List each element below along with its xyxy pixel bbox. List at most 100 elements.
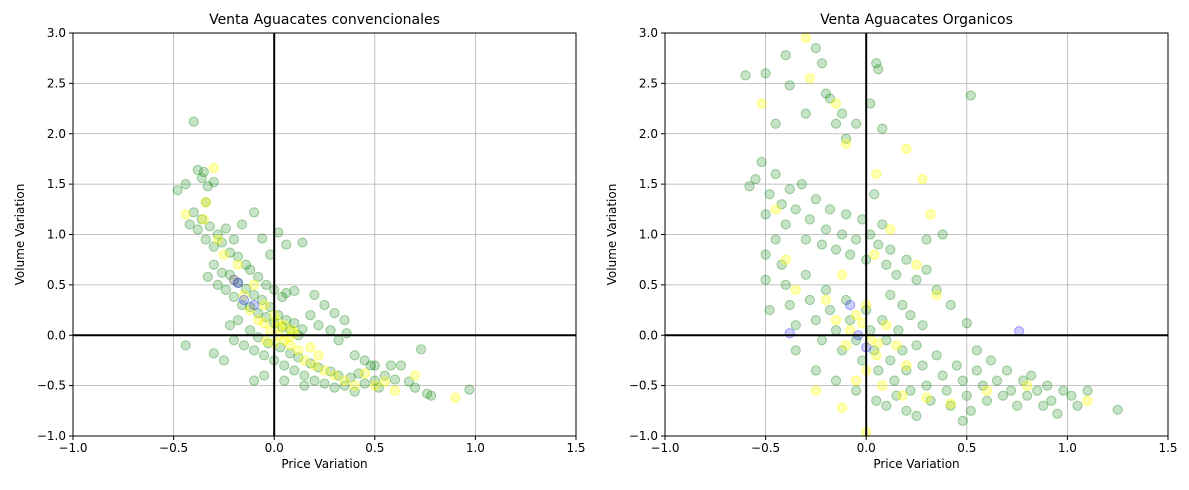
x-tick-label: 1.5 [1158, 441, 1177, 455]
data-point [945, 398, 956, 409]
data-point [279, 360, 290, 371]
data-point [897, 345, 908, 356]
data-point [208, 348, 219, 359]
data-point [208, 162, 219, 174]
data-point [385, 360, 396, 371]
data-point [1082, 395, 1093, 406]
data-point [750, 173, 761, 185]
data-point [313, 350, 324, 361]
data-point [379, 370, 390, 381]
data-point [1005, 385, 1017, 396]
data-point [341, 328, 352, 339]
data-point [810, 194, 822, 205]
data-point [228, 274, 240, 285]
data-point [836, 402, 848, 413]
data-point [851, 385, 862, 396]
data-point [911, 340, 922, 351]
data-point [977, 380, 988, 391]
data-point [259, 370, 270, 381]
data-point [776, 259, 787, 270]
data-point [339, 315, 350, 326]
data-point [275, 342, 286, 353]
data-point [824, 204, 836, 215]
y-tick-label: −0.5 [37, 379, 66, 393]
data-point [931, 289, 942, 301]
data-point [305, 310, 316, 321]
data-point [911, 274, 922, 285]
data-point [1032, 385, 1043, 396]
y-tick-label: 0.0 [639, 328, 658, 342]
y-tick-label: 2.0 [639, 127, 658, 141]
data-point [1072, 400, 1083, 411]
data-point [851, 375, 862, 386]
data-point [224, 320, 236, 331]
data-point [325, 325, 336, 336]
data-point [196, 172, 207, 184]
x-tick-label: 1.0 [466, 441, 485, 455]
x-axis-label: Price Variation [281, 457, 367, 471]
data-point [1018, 375, 1029, 386]
data-point [369, 375, 380, 386]
data-point [877, 123, 888, 134]
y-tick-label: 1.0 [47, 228, 66, 242]
data-point [297, 324, 308, 335]
data-point [836, 345, 848, 356]
data-point [800, 108, 811, 119]
y-tick-label: −1.0 [37, 429, 66, 443]
data-point [941, 385, 952, 396]
data-point [200, 197, 211, 208]
data-point [921, 380, 932, 391]
chart-title: Venta Aguacates convencionales [209, 12, 440, 28]
data-point [790, 345, 801, 356]
data-point [804, 294, 815, 306]
data-point [228, 335, 240, 346]
data-point [202, 181, 213, 192]
data-point [271, 316, 282, 327]
data-point [790, 284, 801, 296]
data-point [985, 355, 997, 366]
data-point [845, 249, 856, 260]
chart-organic: −1.0 −0.5 0.0 0.5 1.0 1.5 −1.0 −0.5 0.0 0.5 1.0 1.5… [605, 12, 1178, 471]
data-point [776, 199, 787, 210]
data-point [790, 204, 801, 215]
data-point [1046, 395, 1057, 406]
data-point [232, 277, 244, 288]
data-point [871, 395, 882, 406]
data-point [981, 385, 993, 396]
data-point [961, 318, 972, 329]
data-point [238, 294, 250, 306]
data-point [232, 277, 244, 288]
y-tick-label: 0.5 [47, 278, 66, 292]
data-point [820, 284, 832, 296]
data-point [422, 388, 433, 399]
y-tick-label: 0.0 [47, 328, 66, 342]
data-point [228, 234, 240, 245]
data-point [293, 352, 304, 363]
data-point [1012, 400, 1023, 411]
data-point [770, 204, 781, 215]
data-point [395, 360, 407, 371]
data-point [299, 370, 310, 381]
data-point [313, 362, 324, 373]
data-point [359, 355, 370, 366]
y-tick-label: 2.0 [47, 127, 66, 141]
data-point [851, 234, 862, 245]
data-point [313, 320, 324, 331]
data-point [248, 207, 260, 218]
data-point [891, 269, 902, 280]
data-point [816, 58, 828, 69]
data-point [897, 390, 908, 401]
data-point [289, 318, 300, 329]
data-point [232, 259, 244, 270]
data-point [289, 365, 300, 376]
data-point [403, 376, 415, 387]
data-point [365, 360, 376, 371]
data-point [309, 289, 320, 301]
data-point [945, 400, 956, 411]
data-point [873, 365, 884, 376]
y-tick-label: 3.0 [47, 26, 66, 40]
data-point [277, 291, 288, 303]
data-point [889, 375, 900, 386]
data-point [1022, 380, 1033, 391]
data-point [329, 382, 340, 393]
